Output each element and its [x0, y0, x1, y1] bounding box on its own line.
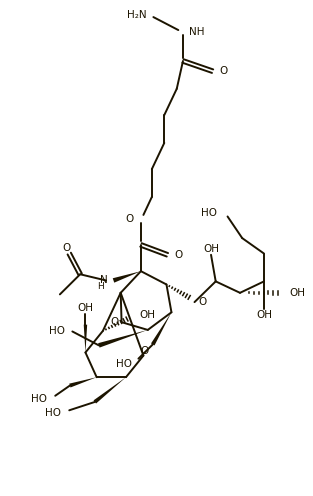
Text: O: O [174, 250, 182, 260]
Text: HO: HO [31, 394, 48, 404]
Text: NH: NH [189, 27, 204, 37]
Text: O: O [126, 214, 134, 224]
Text: N: N [100, 275, 107, 286]
Text: HO: HO [115, 359, 131, 369]
Text: OH: OH [139, 310, 155, 320]
Text: OH: OH [203, 244, 219, 253]
Polygon shape [69, 377, 97, 387]
Polygon shape [151, 312, 172, 345]
Text: HO: HO [45, 408, 61, 419]
Text: H₂N: H₂N [126, 9, 146, 20]
Polygon shape [84, 325, 87, 353]
Text: O: O [110, 316, 119, 326]
Text: OH: OH [256, 310, 272, 320]
Text: O: O [198, 297, 207, 307]
Text: O: O [141, 346, 149, 356]
Text: OH: OH [77, 303, 94, 313]
Text: OH: OH [290, 288, 306, 298]
Text: HO: HO [49, 326, 64, 336]
Text: HO: HO [201, 208, 217, 218]
Text: O: O [63, 243, 71, 253]
Polygon shape [113, 271, 141, 283]
Polygon shape [98, 330, 148, 348]
Text: H: H [97, 282, 104, 291]
Text: O: O [219, 66, 228, 76]
Polygon shape [94, 377, 126, 404]
